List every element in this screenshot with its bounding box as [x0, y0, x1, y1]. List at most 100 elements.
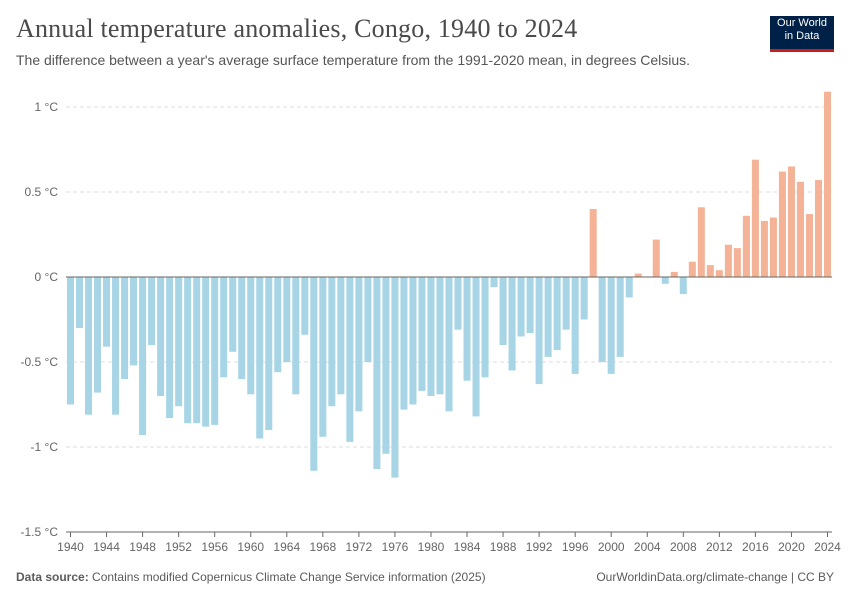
data-source-label: Data source:: [16, 570, 89, 584]
bar-1952: [175, 277, 183, 407]
bar-1953: [184, 277, 192, 424]
bar-1956: [211, 277, 219, 425]
bar-1947: [130, 277, 138, 366]
x-tick-label: 2024: [814, 540, 841, 554]
bar-1951: [166, 277, 174, 419]
x-axis-labels: 1940 1944 1948 1952 1956 1960 1964 1968 1972 1976…: [57, 532, 841, 554]
bar-1940: [66, 277, 75, 405]
bar-1969: [328, 277, 336, 407]
bar-2002: [625, 277, 633, 298]
bar-1996: [571, 277, 579, 374]
bar-1999: [598, 277, 606, 362]
bar-1954: [193, 277, 201, 424]
data-source-text: Contains modified Copernicus Climate Cha…: [92, 570, 486, 584]
x-tick-label: 1996: [562, 540, 589, 554]
bar-2016: [751, 159, 759, 277]
x-tick-label: 2008: [670, 540, 697, 554]
x-tick-label: 2004: [634, 540, 661, 554]
bar-2005: [652, 239, 660, 277]
bar-1990: [517, 277, 525, 337]
x-tick-label: 1968: [309, 540, 336, 554]
bar-2012: [715, 270, 723, 277]
y-tick-label: 0.5 °C: [25, 185, 59, 199]
chart-subtitle: The difference between a year's average …: [16, 52, 691, 68]
x-tick-label: 1964: [273, 540, 300, 554]
bar-2008: [679, 277, 687, 294]
bar-1988: [499, 277, 507, 345]
x-tick-label: 1960: [237, 540, 264, 554]
bar-1944: [103, 277, 111, 347]
bar-2009: [688, 261, 696, 277]
bar-1968: [319, 277, 327, 437]
bar-1984: [463, 277, 471, 381]
bar-2023: [814, 180, 822, 277]
bar-1992: [535, 277, 543, 385]
x-tick-label: 2012: [706, 540, 733, 554]
x-tick-label: 1972: [346, 540, 373, 554]
bar-1987: [490, 277, 498, 288]
bar-1981: [436, 277, 444, 395]
bar-1942: [85, 277, 93, 415]
x-tick-label: 1976: [382, 540, 409, 554]
y-tick-label: 1 °C: [35, 100, 59, 114]
bar-1976: [391, 277, 399, 478]
bar-1982: [445, 277, 453, 412]
bar-1960: [247, 277, 255, 395]
bar-1961: [256, 277, 264, 439]
bar-1994: [553, 277, 561, 351]
bar-2024: [823, 91, 832, 277]
bar-1980: [427, 277, 435, 396]
x-tick-label: 2016: [742, 540, 769, 554]
bar-1989: [508, 277, 516, 371]
bar-2017: [760, 220, 768, 277]
bar-1975: [382, 277, 390, 454]
bar-2006: [661, 277, 669, 284]
bar-2003: [634, 273, 642, 277]
x-tick-label: 1984: [454, 540, 481, 554]
bar-1963: [274, 277, 282, 373]
bar-1949: [148, 277, 156, 345]
bar-1978: [409, 277, 417, 405]
x-tick-label: 1940: [57, 540, 84, 554]
y-axis-labels: 1 °C 0.5 °C 0 °C -0.5 °C -1 °C -1.5 °C: [21, 100, 59, 539]
bar-1943: [94, 277, 102, 393]
bar-1979: [418, 277, 426, 391]
bar-1965: [292, 277, 300, 395]
bar-1970: [337, 277, 345, 395]
bar-2020: [787, 166, 795, 277]
bars: [66, 91, 832, 478]
x-tick-label: 2020: [778, 540, 805, 554]
bar-1972: [355, 277, 363, 412]
bar-1950: [157, 277, 165, 396]
bar-2022: [805, 214, 813, 277]
bar-1985: [472, 277, 480, 417]
x-tick-label: 1948: [129, 540, 156, 554]
bar-1974: [373, 277, 381, 470]
bar-1973: [364, 277, 372, 362]
bar-1997: [580, 277, 588, 320]
y-tick-label: -0.5 °C: [21, 355, 59, 369]
bar-2018: [769, 217, 777, 277]
owid-logo[interactable]: Our World in Data: [770, 16, 834, 52]
y-tick-label: -1 °C: [31, 440, 59, 454]
bar-1995: [562, 277, 570, 330]
bar-1948: [139, 277, 147, 436]
bar-1941: [76, 277, 84, 328]
bar-2015: [742, 215, 750, 277]
bar-1966: [301, 277, 309, 335]
x-tick-label: 1992: [526, 540, 553, 554]
footer-link[interactable]: OurWorldinData.org/climate-change | CC B…: [596, 570, 834, 584]
bar-2011: [706, 265, 714, 277]
bar-1957: [220, 277, 228, 378]
logo-line-1: Our World: [777, 17, 827, 29]
bar-1959: [238, 277, 246, 379]
bar-2013: [724, 244, 732, 277]
bar-2007: [670, 271, 678, 277]
bar-1967: [310, 277, 318, 471]
bar-1962: [265, 277, 273, 430]
bar-2014: [733, 248, 741, 277]
x-tick-label: 2000: [598, 540, 625, 554]
bar-1991: [526, 277, 534, 334]
bar-1971: [346, 277, 354, 442]
bar-2001: [616, 277, 624, 357]
